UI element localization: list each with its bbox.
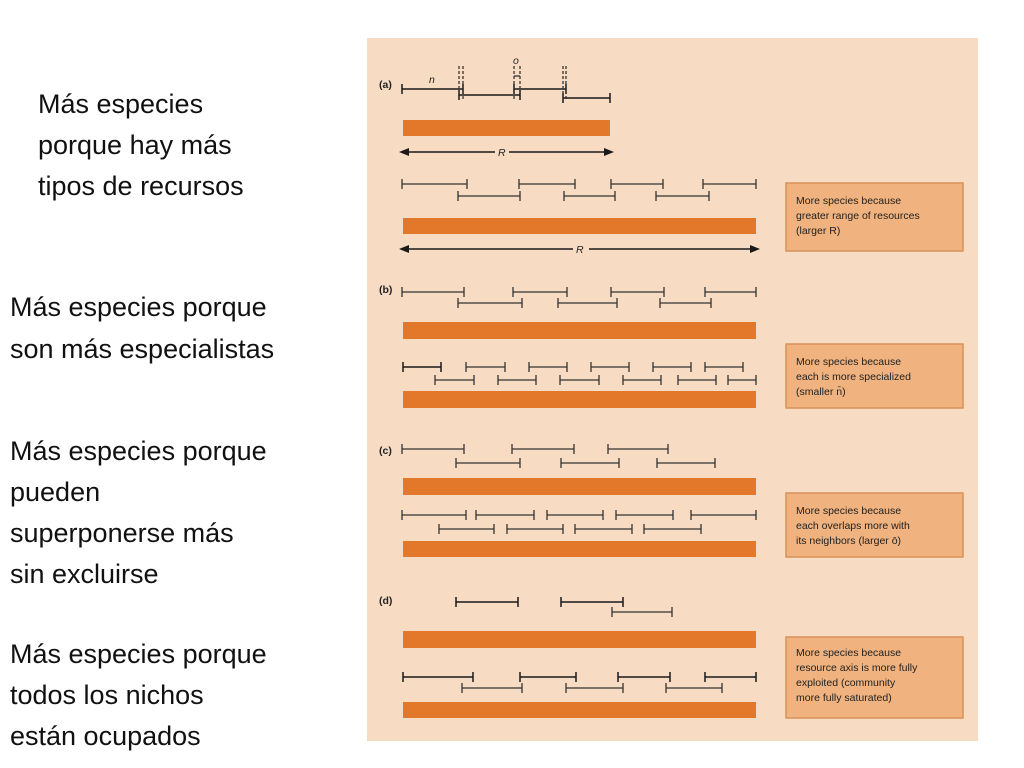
range-arrow-r-small	[399, 148, 614, 156]
panel-b-niches-broad	[401, 287, 757, 308]
caption-more-specialized: Más especies porque son más especialista…	[10, 286, 274, 370]
symbol-o: o	[513, 55, 519, 67]
caption-line: Más especies porque	[10, 436, 267, 466]
note-text: greater range of resources	[796, 210, 920, 222]
note-text: More species because	[796, 195, 901, 207]
panel-d-niches-sparse	[455, 597, 673, 617]
symbol-r: R	[498, 147, 506, 159]
note-text: resource axis is more fully	[796, 662, 918, 674]
panel-label-c: (c)	[379, 445, 392, 457]
note-text: its neighbors (larger ō)	[796, 535, 901, 547]
note-box-d: More species because resource axis is mo…	[785, 636, 964, 719]
note-box-b: More species because each is more specia…	[785, 343, 964, 409]
resource-bar	[403, 120, 610, 136]
panel-label-d: (d)	[379, 595, 392, 607]
caption-line: Más especies porque	[10, 292, 267, 322]
caption-line: superponerse más	[10, 518, 234, 548]
panel-c-niches-sparse	[401, 444, 716, 468]
panel-c-niches-overlapping	[401, 510, 757, 534]
resource-bar	[403, 322, 756, 339]
note-text: each is more specialized	[796, 371, 911, 383]
note-text: More species because	[796, 356, 901, 368]
resource-bar	[403, 478, 756, 495]
note-box-c: More species because each overlaps more …	[785, 492, 964, 558]
caption-more-resource-types: Más especies porque hay más tipos de rec…	[38, 84, 244, 207]
panel-a-niches-wide	[401, 179, 757, 201]
panel-a-niches-top	[401, 66, 611, 103]
caption-line: están ocupados	[10, 721, 201, 751]
caption-line: porque hay más	[38, 130, 232, 160]
symbol-r: R	[576, 244, 584, 256]
resource-bar	[403, 218, 756, 234]
caption-more-overlap: Más especies porque pueden superponerse …	[10, 431, 267, 595]
note-text: (larger R)	[796, 225, 840, 237]
note-box-a: More species because greater range of re…	[785, 182, 964, 252]
caption-line: sin excluirse	[10, 559, 159, 589]
note-text: (smaller n̄)	[796, 385, 846, 398]
caption-line: son más especialistas	[10, 334, 275, 364]
resource-bar	[403, 541, 756, 557]
symbol-n: n	[429, 74, 435, 86]
note-text: each overlaps more with	[796, 520, 910, 532]
caption-line: todos los nichos	[10, 680, 204, 710]
panel-b-niches-narrow	[402, 362, 757, 385]
resource-bar	[403, 631, 756, 648]
caption-line: tipos de recursos	[38, 171, 244, 201]
caption-line: pueden	[10, 477, 101, 507]
resource-bar	[403, 391, 756, 408]
panel-d-niches-full	[402, 672, 757, 693]
caption-niches-filled: Más especies porque todos los nichos est…	[10, 634, 267, 757]
caption-line: Más especies	[38, 89, 204, 119]
panel-label-a: (a)	[379, 79, 392, 91]
note-text: more fully saturated)	[796, 692, 892, 704]
note-text: exploited (community	[796, 677, 896, 689]
panel-label-b: (b)	[379, 284, 392, 296]
niche-diagram-figure: (a) n o R R More species because greater…	[367, 38, 978, 741]
note-text: More species because	[796, 505, 901, 517]
resource-bar	[403, 702, 756, 718]
caption-line: Más especies porque	[10, 639, 267, 669]
range-arrow-r-large	[399, 245, 760, 253]
note-text: More species because	[796, 647, 901, 659]
